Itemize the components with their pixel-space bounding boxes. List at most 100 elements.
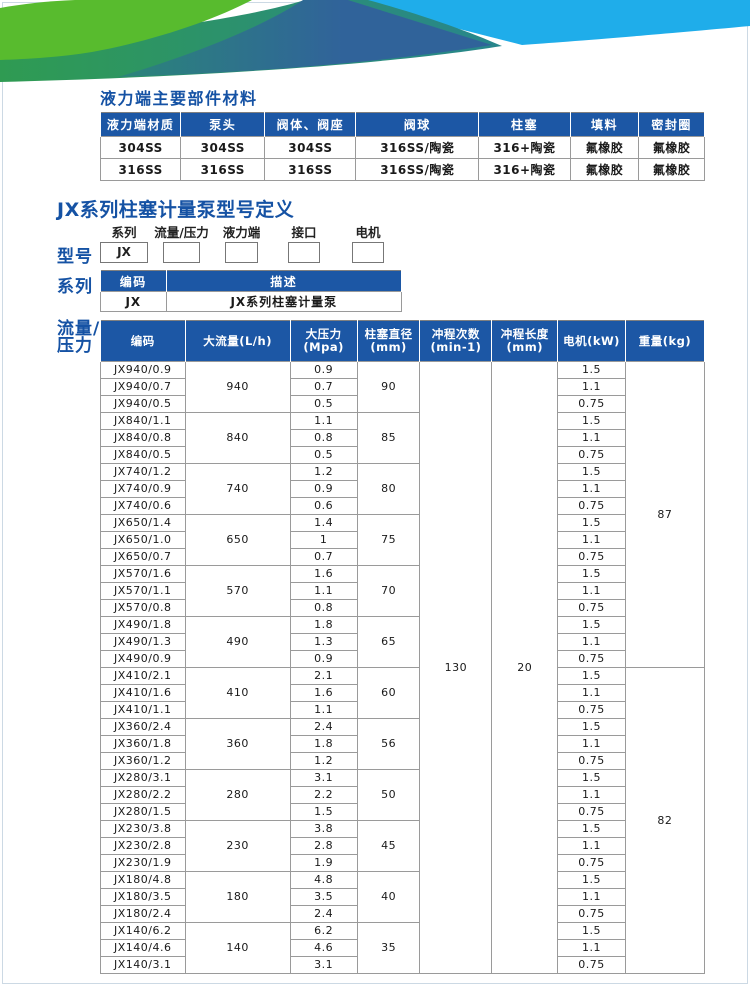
spec-motor-cell: 1.5 [557, 361, 626, 379]
materials-cell: 氟橡胶 [569, 158, 640, 181]
spec-pressure-cell: 1.3 [289, 633, 358, 651]
series-cell: JX [100, 291, 167, 312]
spec-motor-cell: 0.75 [557, 752, 626, 770]
spec-plunger-cell: 60 [356, 667, 421, 719]
materials-cell: 316+陶瓷 [478, 136, 571, 159]
series-cell: JX系列柱塞计量泵 [165, 291, 403, 312]
spec-pressure-cell: 1.9 [289, 854, 358, 872]
spec-motor-cell: 1.5 [557, 820, 626, 838]
spec-plunger-cell: 65 [356, 616, 421, 668]
section-title-materials: 液力端主要部件材料 [100, 89, 258, 108]
spec-motor-cell: 1.1 [557, 684, 626, 702]
spec-motor-cell: 1.5 [557, 616, 626, 634]
spec-motor-cell: 0.75 [557, 905, 626, 923]
spec-motor-cell: 1.1 [557, 735, 626, 753]
spec-motor-cell: 1.5 [557, 769, 626, 787]
spec-motor-cell: 1.1 [557, 837, 626, 855]
model-field-box [225, 242, 258, 263]
spec-code-cell: JX840/0.8 [100, 429, 186, 447]
spec-row: JX140/6.2 140 6.2 35 1.5 [100, 922, 705, 974]
spec-pressure-cell: 0.9 [289, 361, 358, 379]
spec-row: JX230/1.9 1.9 0.75 [100, 854, 705, 872]
spec-motor-cell: 1.1 [557, 633, 626, 651]
spec-pressure-cell: 3.1 [289, 769, 358, 787]
spec-weight-cell: 87 [624, 361, 706, 668]
spec-code-cell: JX940/0.5 [100, 395, 186, 413]
spec-row: JX740/0.9 0.9 1.1 [100, 480, 705, 498]
spec-plunger-cell: 80 [356, 463, 421, 515]
materials-col-header: 阀体、阀座 [264, 112, 357, 137]
bright-green-corner-shape [0, 0, 252, 60]
materials-cell: 316SS/陶瓷 [355, 136, 480, 159]
spec-code-cell: JX650/0.7 [100, 548, 186, 566]
spec-motor-cell: 0.75 [557, 548, 626, 566]
spec-row: JX360/1.8 1.8 1.1 [100, 735, 705, 753]
spec-col-header: 大压力 (Mpa) [289, 320, 358, 362]
spec-row: JX410/2.1 410 2.1 60 1.5 82 [100, 667, 706, 974]
model-row-label: 型号 [57, 247, 93, 267]
spec-code-cell: JX280/1.5 [100, 803, 186, 821]
spec-motor-cell: 1.5 [557, 922, 626, 940]
spec-motor-cell: 1.1 [557, 888, 626, 906]
spec-row: JX840/0.5 0.5 0.75 [100, 446, 705, 464]
spec-flow-cell: 230 [184, 820, 291, 872]
spec-row: JX650/1.4 650 1.4 75 1.5 [100, 514, 705, 566]
model-field-box [288, 242, 320, 263]
spec-flow-cell: 180 [184, 871, 291, 923]
series-row-label: 系列 [57, 277, 93, 297]
spec-pressure-cell: 1.4 [289, 514, 358, 532]
spec-code-cell: JX360/2.4 [100, 718, 186, 736]
spec-row: JX140/3.1 3.1 0.75 [100, 956, 705, 974]
spec-plunger-cell: 75 [356, 514, 421, 566]
spec-pressure-cell: 3.5 [289, 888, 358, 906]
spec-stroke-length-cell: 20 [491, 361, 559, 974]
spec-motor-cell: 0.75 [557, 701, 626, 719]
spec-row: JX940/0.9 940 0.9 90 130 20 1.5 87 [100, 361, 706, 974]
spec-row-label-line1: 流量/ [57, 319, 101, 339]
spec-code-cell: JX140/6.2 [100, 922, 186, 940]
spec-col-header: 大流量(L/h) [184, 320, 291, 362]
materials-cell: 304SS [180, 136, 266, 159]
spec-code-cell: JX180/4.8 [100, 871, 186, 889]
materials-col-header: 阀球 [355, 112, 480, 137]
spec-motor-cell: 1.5 [557, 514, 626, 532]
materials-cell: 316SS [264, 158, 357, 181]
spec-flow-cell: 490 [184, 616, 291, 668]
spec-plunger-cell: 35 [356, 922, 421, 974]
spec-stroke-rate-cell: 130 [419, 361, 493, 974]
spec-pressure-cell: 0.7 [289, 378, 358, 396]
spec-row: JX570/1.1 1.1 1.1 [100, 582, 705, 600]
spec-code-cell: JX410/2.1 [100, 667, 186, 685]
series-header-row: 编码 描述 [100, 270, 403, 292]
spec-pressure-cell: 3.1 [289, 956, 358, 974]
spec-motor-cell: 1.5 [557, 718, 626, 736]
series-col-header: 描述 [165, 270, 403, 292]
spec-code-cell: JX940/0.9 [100, 361, 186, 379]
light-blue-band-shape [330, 0, 750, 45]
spec-pressure-cell: 1.8 [289, 616, 358, 634]
spec-col-header: 冲程长度 (mm) [491, 320, 559, 362]
spec-flow-cell: 140 [184, 922, 291, 974]
series-row: JX JX系列柱塞计量泵 [100, 291, 403, 312]
model-field-4: 接口 [288, 226, 320, 263]
spec-motor-cell: 1.1 [557, 429, 626, 447]
spec-code-cell: JX570/1.6 [100, 565, 186, 583]
materials-cell: 316SS [99, 158, 182, 181]
spec-pressure-cell: 1.6 [289, 684, 358, 702]
model-field-1: 系列 JX [100, 226, 148, 263]
spec-pressure-cell: 1.1 [289, 412, 358, 430]
model-field-5: 电机 [352, 226, 384, 263]
materials-cell: 316SS/陶瓷 [355, 158, 480, 181]
spec-code-cell: JX570/0.8 [100, 599, 186, 617]
spec-plunger-cell: 70 [356, 565, 421, 617]
spec-row: JX570/1.6 570 1.6 70 1.5 [100, 565, 705, 617]
spec-pressure-cell: 4.8 [289, 871, 358, 889]
spec-code-cell: JX490/1.8 [100, 616, 186, 634]
spec-row: JX840/1.1 840 1.1 85 1.5 [100, 412, 705, 464]
spec-motor-cell: 1.5 [557, 412, 626, 430]
spec-flow-cell: 410 [184, 667, 291, 719]
spec-pressure-cell: 2.4 [289, 718, 358, 736]
spec-motor-cell: 1.1 [557, 531, 626, 549]
spec-row: JX280/3.1 280 3.1 50 1.5 [100, 769, 705, 821]
